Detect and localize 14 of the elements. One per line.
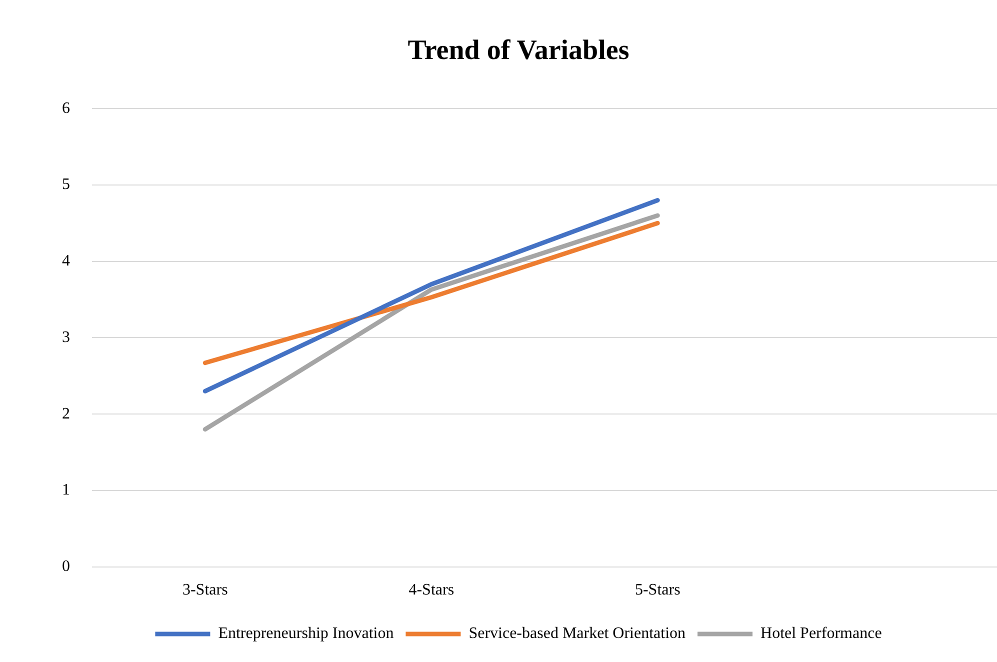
- x-tick-label: 4-Stars: [408, 582, 454, 599]
- legend-label: Hotel Performance: [760, 625, 882, 642]
- y-tick-label: 3: [62, 328, 70, 346]
- y-tick-label: 1: [62, 482, 70, 499]
- x-tick-label: 5-Stars: [634, 582, 680, 599]
- y-tick-label: 0: [62, 558, 70, 576]
- legend-label: Service-based Market Orientation: [468, 625, 686, 642]
- y-tick-label: 2: [62, 405, 70, 422]
- chart-title: Trend of Variables: [408, 35, 630, 66]
- x-tick-label: 3-Stars: [182, 582, 228, 599]
- legend-label: Entrepreneurship Inovation: [218, 625, 394, 642]
- y-tick-label: 5: [62, 176, 70, 194]
- y-tick-label: 4: [62, 252, 70, 270]
- y-tick-label: 6: [62, 100, 70, 117]
